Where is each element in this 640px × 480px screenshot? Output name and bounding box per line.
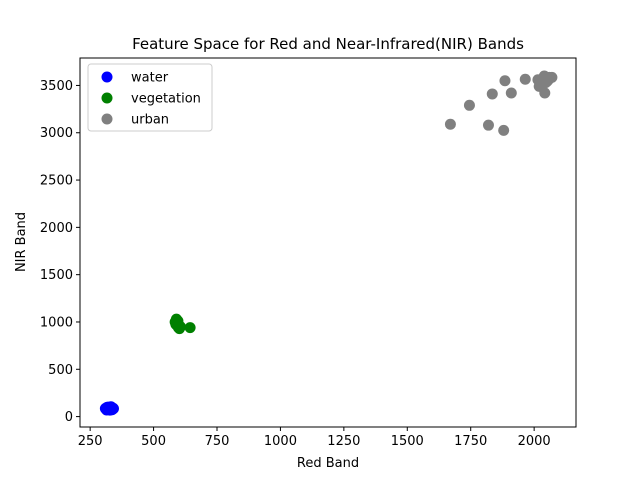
y-tick-label: 1000	[40, 315, 73, 330]
y-axis-label: NIR Band	[14, 212, 29, 272]
x-axis-label: Red Band	[297, 456, 359, 471]
point-urban-5	[499, 75, 511, 87]
legend-marker-water	[101, 71, 113, 83]
y-tick-label: 3500	[40, 79, 73, 94]
legend-label-vegetation: vegetation	[131, 92, 201, 107]
y-tick-label: 500	[48, 363, 73, 378]
legend-label-water: water	[131, 71, 169, 86]
point-water-17	[104, 403, 116, 415]
point-urban-6	[505, 87, 517, 99]
plot-area-frame	[79, 57, 577, 428]
y-tick-label: 2000	[40, 221, 73, 236]
y-tick-label: 0	[65, 410, 73, 425]
series-water	[99, 401, 119, 416]
y-tick-label: 3000	[40, 126, 73, 141]
legend: water vegetation urban	[87, 63, 213, 132]
point-urban-0	[444, 118, 456, 130]
legend-marker-urban	[101, 113, 113, 125]
point-vegetation-8	[171, 317, 183, 329]
y-tick-label: 1500	[40, 268, 73, 283]
x-tick-label: 250	[78, 434, 103, 449]
series-vegetation	[169, 313, 196, 335]
point-vegetation-9	[184, 322, 196, 334]
y-tick-label: 2500	[40, 174, 73, 189]
x-tick-label: 1750	[454, 434, 487, 449]
legend-label-urban: urban	[131, 113, 169, 128]
x-tick-label: 2000	[518, 434, 551, 449]
legend-marker-vegetation	[101, 92, 113, 104]
legend-box	[87, 63, 213, 132]
point-urban-2	[482, 119, 494, 131]
point-urban-18	[540, 77, 552, 89]
x-tick-label: 500	[141, 434, 166, 449]
points-layer	[99, 70, 558, 416]
y-axis-ticks: 0 500 1000 1500 2000 2500 3000 3500	[40, 79, 80, 425]
x-tick-label: 750	[205, 434, 230, 449]
point-urban-7	[519, 73, 531, 85]
point-urban-3	[486, 88, 498, 100]
x-tick-label: 1500	[391, 434, 424, 449]
x-tick-label: 1000	[264, 434, 297, 449]
point-urban-4	[498, 124, 510, 136]
x-axis-ticks: 250 500 750 1000 1250 1500 1750 2000	[78, 427, 551, 449]
point-urban-1	[463, 99, 475, 111]
x-tick-label: 1250	[327, 434, 360, 449]
point-urban-13	[539, 87, 551, 99]
chart-title: Feature Space for Red and Near-Infrared(…	[132, 35, 524, 53]
series-urban	[444, 70, 558, 136]
